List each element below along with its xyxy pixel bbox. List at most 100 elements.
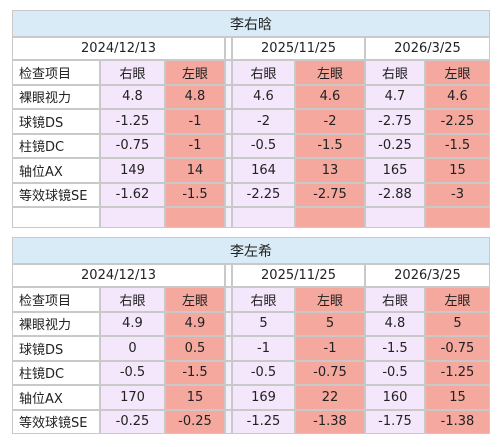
gap-cell [225,109,232,134]
gap-cell [225,207,232,228]
gap-cell [225,287,232,312]
header-eye: 左眼 [295,60,365,85]
row-label: 球镜DS [12,109,100,134]
row-value: 164 [232,158,295,183]
gap-cell [225,409,232,434]
row-value: -0.25 [165,409,225,434]
row-value: 5 [232,311,295,336]
row-value: -1 [295,336,365,361]
row-value: -2.25 [232,182,295,207]
row-value: -0.75 [100,133,165,158]
row-value: 5 [425,311,490,336]
row-value: -1.5 [295,133,365,158]
empty-cell [12,207,100,228]
row-value: -0.5 [365,360,425,385]
row-value: -1 [165,109,225,134]
row-label: 轴位AX [12,385,100,410]
row-value: 5 [295,311,365,336]
row-value: -1.5 [165,360,225,385]
date-header: 2025/11/25 [232,264,365,287]
row-label: 等效球镜SE [12,409,100,434]
row-value: 4.6 [425,84,490,109]
header-eye: 左眼 [295,287,365,312]
row-value: 4.9 [100,311,165,336]
row-value: 22 [295,385,365,410]
empty-cell [165,207,225,228]
header-eye: 右眼 [100,60,165,85]
row-value: -0.75 [425,336,490,361]
row-value: -1.38 [295,409,365,434]
row-value: -2.88 [365,182,425,207]
row-value: -1.5 [365,336,425,361]
gap-cell [225,182,232,207]
row-value: 0 [100,336,165,361]
gap-cell [225,264,232,287]
header-eye: 右眼 [232,287,295,312]
row-value: 15 [425,158,490,183]
row-label: 球镜DS [12,336,100,361]
row-value: -2.75 [295,182,365,207]
header-label: 检查项目 [12,60,100,85]
row-value: 4.7 [365,84,425,109]
row-value: -0.5 [232,133,295,158]
row-value: 4.6 [232,84,295,109]
row-label: 等效球镜SE [12,182,100,207]
row-value: -2.75 [365,109,425,134]
row-value: -1.25 [232,409,295,434]
gap-cell [225,60,232,85]
row-value: 4.8 [365,311,425,336]
empty-cell [100,207,165,228]
row-label: 轴位AX [12,158,100,183]
row-label: 柱镜DC [12,360,100,385]
row-value: -0.5 [232,360,295,385]
row-value: 4.9 [165,311,225,336]
header-eye: 右眼 [100,287,165,312]
gap-cell [225,84,232,109]
header-eye: 左眼 [425,287,490,312]
date-header: 2024/12/13 [12,264,225,287]
row-value: -1 [165,133,225,158]
row-value: 160 [365,385,425,410]
gap-cell [225,336,232,361]
row-value: 149 [100,158,165,183]
row-value: -2.25 [425,109,490,134]
row-value: 0.5 [165,336,225,361]
row-value: 15 [425,385,490,410]
empty-cell [295,207,365,228]
row-label: 裸眼视力 [12,311,100,336]
gap-cell [225,37,232,60]
header-label: 检查项目 [12,287,100,312]
row-value: 4.6 [295,84,365,109]
empty-cell [425,207,490,228]
empty-cell [365,207,425,228]
row-value: -0.25 [365,133,425,158]
empty-cell [232,207,295,228]
header-eye: 左眼 [165,287,225,312]
gap-cell [225,158,232,183]
row-value: 4.8 [100,84,165,109]
row-value: -0.75 [295,360,365,385]
gap-cell [225,311,232,336]
date-header: 2024/12/13 [12,37,225,60]
row-value: 14 [165,158,225,183]
header-eye: 左眼 [425,60,490,85]
block-title: 李右晗 [12,10,490,37]
row-value: 4.8 [165,84,225,109]
header-eye: 左眼 [165,60,225,85]
date-header: 2025/11/25 [232,37,365,60]
date-header: 2026/3/25 [365,264,490,287]
header-eye: 右眼 [365,287,425,312]
block-title: 李左希 [12,237,490,264]
gap-cell [225,133,232,158]
row-label: 裸眼视力 [12,84,100,109]
row-value: -0.25 [100,409,165,434]
row-value: -0.5 [100,360,165,385]
row-value: 15 [165,385,225,410]
row-value: -1.25 [100,109,165,134]
row-value: -1.62 [100,182,165,207]
row-value: -2 [232,109,295,134]
row-value: 165 [365,158,425,183]
row-value: 13 [295,158,365,183]
gap-cell [225,385,232,410]
